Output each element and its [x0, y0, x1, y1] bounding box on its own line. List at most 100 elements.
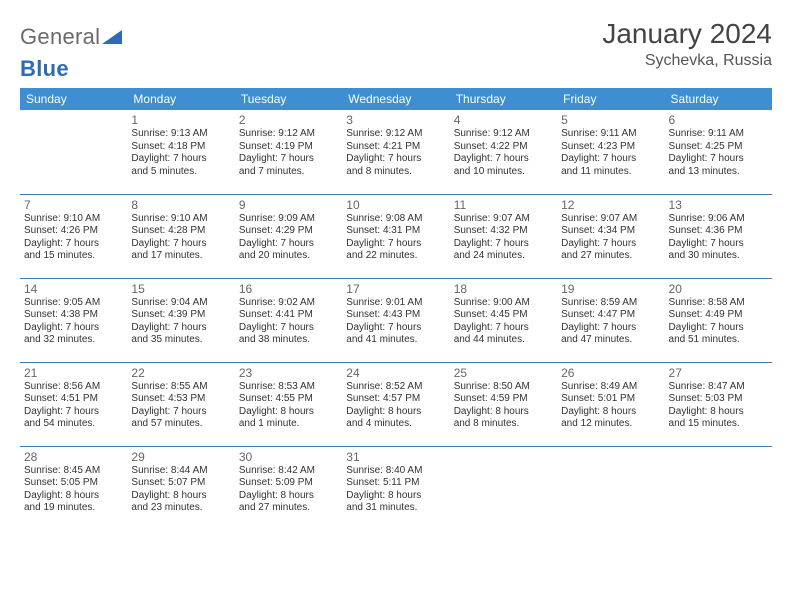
day-sunset: Sunset: 4:45 PM	[454, 309, 553, 322]
calendar-cell: 22Sunrise: 8:55 AMSunset: 4:53 PMDayligh…	[127, 362, 234, 446]
day-daylight1: Daylight: 8 hours	[239, 490, 338, 503]
day-info: Sunrise: 8:42 AMSunset: 5:09 PMDaylight:…	[239, 465, 338, 515]
day-number: 18	[454, 282, 553, 296]
day-sunrise: Sunrise: 8:53 AM	[239, 381, 338, 394]
day-sunrise: Sunrise: 8:40 AM	[346, 465, 445, 478]
day-info: Sunrise: 9:05 AMSunset: 4:38 PMDaylight:…	[24, 297, 123, 347]
day-info: Sunrise: 8:47 AMSunset: 5:03 PMDaylight:…	[669, 381, 768, 431]
calendar-cell: 4Sunrise: 9:12 AMSunset: 4:22 PMDaylight…	[450, 110, 557, 194]
day-sunrise: Sunrise: 9:10 AM	[24, 213, 123, 226]
day-daylight1: Daylight: 7 hours	[561, 153, 660, 166]
day-sunrise: Sunrise: 8:50 AM	[454, 381, 553, 394]
calendar-cell: 6Sunrise: 9:11 AMSunset: 4:25 PMDaylight…	[665, 110, 772, 194]
calendar-cell: 2Sunrise: 9:12 AMSunset: 4:19 PMDaylight…	[235, 110, 342, 194]
calendar-cell: 26Sunrise: 8:49 AMSunset: 5:01 PMDayligh…	[557, 362, 664, 446]
day-sunset: Sunset: 4:57 PM	[346, 393, 445, 406]
day-number: 1	[131, 113, 230, 127]
day-info: Sunrise: 9:06 AMSunset: 4:36 PMDaylight:…	[669, 213, 768, 263]
day-info: Sunrise: 9:00 AMSunset: 4:45 PMDaylight:…	[454, 297, 553, 347]
day-daylight1: Daylight: 8 hours	[24, 490, 123, 503]
day-daylight2: and 10 minutes.	[454, 166, 553, 179]
logo-word2: Blue	[20, 56, 69, 81]
day-daylight1: Daylight: 7 hours	[131, 153, 230, 166]
day-sunrise: Sunrise: 9:01 AM	[346, 297, 445, 310]
day-number: 31	[346, 450, 445, 464]
day-sunset: Sunset: 5:07 PM	[131, 477, 230, 490]
day-daylight2: and 15 minutes.	[669, 418, 768, 431]
calendar-cell: 29Sunrise: 8:44 AMSunset: 5:07 PMDayligh…	[127, 446, 234, 530]
day-daylight2: and 22 minutes.	[346, 250, 445, 263]
day-sunrise: Sunrise: 9:09 AM	[239, 213, 338, 226]
day-info: Sunrise: 8:49 AMSunset: 5:01 PMDaylight:…	[561, 381, 660, 431]
calendar-cell: 18Sunrise: 9:00 AMSunset: 4:45 PMDayligh…	[450, 278, 557, 362]
day-daylight1: Daylight: 7 hours	[669, 238, 768, 251]
dayhead-sat: Saturday	[665, 88, 772, 110]
dayhead-sun: Sunday	[20, 88, 127, 110]
day-daylight2: and 17 minutes.	[131, 250, 230, 263]
day-sunrise: Sunrise: 9:06 AM	[669, 213, 768, 226]
calendar-cell: 24Sunrise: 8:52 AMSunset: 4:57 PMDayligh…	[342, 362, 449, 446]
day-info: Sunrise: 9:11 AMSunset: 4:25 PMDaylight:…	[669, 128, 768, 178]
calendar-cell	[20, 110, 127, 194]
day-number: 6	[669, 113, 768, 127]
calendar-cell: 16Sunrise: 9:02 AMSunset: 4:41 PMDayligh…	[235, 278, 342, 362]
day-daylight2: and 54 minutes.	[24, 418, 123, 431]
day-daylight2: and 27 minutes.	[561, 250, 660, 263]
day-info: Sunrise: 9:09 AMSunset: 4:29 PMDaylight:…	[239, 213, 338, 263]
calendar-cell: 21Sunrise: 8:56 AMSunset: 4:51 PMDayligh…	[20, 362, 127, 446]
day-sunset: Sunset: 4:25 PM	[669, 141, 768, 154]
day-info: Sunrise: 9:08 AMSunset: 4:31 PMDaylight:…	[346, 213, 445, 263]
day-info: Sunrise: 9:12 AMSunset: 4:22 PMDaylight:…	[454, 128, 553, 178]
calendar-cell: 12Sunrise: 9:07 AMSunset: 4:34 PMDayligh…	[557, 194, 664, 278]
calendar-cell: 28Sunrise: 8:45 AMSunset: 5:05 PMDayligh…	[20, 446, 127, 530]
day-sunrise: Sunrise: 9:07 AM	[561, 213, 660, 226]
day-number: 17	[346, 282, 445, 296]
day-sunrise: Sunrise: 9:00 AM	[454, 297, 553, 310]
day-sunset: Sunset: 4:59 PM	[454, 393, 553, 406]
calendar-cell: 30Sunrise: 8:42 AMSunset: 5:09 PMDayligh…	[235, 446, 342, 530]
day-daylight2: and 47 minutes.	[561, 334, 660, 347]
day-number: 29	[131, 450, 230, 464]
day-sunrise: Sunrise: 9:11 AM	[669, 128, 768, 141]
calendar-row: 7Sunrise: 9:10 AMSunset: 4:26 PMDaylight…	[20, 194, 772, 278]
calendar-cell: 3Sunrise: 9:12 AMSunset: 4:21 PMDaylight…	[342, 110, 449, 194]
day-sunset: Sunset: 4:21 PM	[346, 141, 445, 154]
day-daylight2: and 32 minutes.	[24, 334, 123, 347]
day-sunset: Sunset: 5:03 PM	[669, 393, 768, 406]
day-daylight2: and 1 minute.	[239, 418, 338, 431]
day-sunrise: Sunrise: 8:58 AM	[669, 297, 768, 310]
day-daylight1: Daylight: 8 hours	[346, 490, 445, 503]
day-daylight2: and 38 minutes.	[239, 334, 338, 347]
day-sunset: Sunset: 5:01 PM	[561, 393, 660, 406]
day-sunset: Sunset: 4:38 PM	[24, 309, 123, 322]
day-info: Sunrise: 9:10 AMSunset: 4:28 PMDaylight:…	[131, 213, 230, 263]
day-daylight2: and 41 minutes.	[346, 334, 445, 347]
day-number: 22	[131, 366, 230, 380]
day-daylight2: and 8 minutes.	[454, 418, 553, 431]
logo-word1: General	[20, 24, 100, 49]
day-sunrise: Sunrise: 9:10 AM	[131, 213, 230, 226]
day-sunset: Sunset: 4:22 PM	[454, 141, 553, 154]
day-number: 2	[239, 113, 338, 127]
day-sunrise: Sunrise: 8:49 AM	[561, 381, 660, 394]
calendar-cell	[557, 446, 664, 530]
day-number: 16	[239, 282, 338, 296]
day-daylight1: Daylight: 7 hours	[24, 322, 123, 335]
day-daylight2: and 30 minutes.	[669, 250, 768, 263]
day-sunset: Sunset: 4:32 PM	[454, 225, 553, 238]
day-info: Sunrise: 8:44 AMSunset: 5:07 PMDaylight:…	[131, 465, 230, 515]
calendar-cell: 23Sunrise: 8:53 AMSunset: 4:55 PMDayligh…	[235, 362, 342, 446]
day-daylight1: Daylight: 7 hours	[131, 238, 230, 251]
month-title: January 2024	[602, 18, 772, 50]
calendar-cell: 13Sunrise: 9:06 AMSunset: 4:36 PMDayligh…	[665, 194, 772, 278]
day-daylight1: Daylight: 7 hours	[239, 238, 338, 251]
dayhead-mon: Monday	[127, 88, 234, 110]
day-sunset: Sunset: 5:11 PM	[346, 477, 445, 490]
logo: General Blue	[20, 24, 122, 82]
calendar-head: Sunday Monday Tuesday Wednesday Thursday…	[20, 88, 772, 110]
day-info: Sunrise: 9:12 AMSunset: 4:21 PMDaylight:…	[346, 128, 445, 178]
day-daylight2: and 11 minutes.	[561, 166, 660, 179]
calendar-row: 14Sunrise: 9:05 AMSunset: 4:38 PMDayligh…	[20, 278, 772, 362]
day-daylight2: and 20 minutes.	[239, 250, 338, 263]
day-daylight1: Daylight: 8 hours	[561, 406, 660, 419]
